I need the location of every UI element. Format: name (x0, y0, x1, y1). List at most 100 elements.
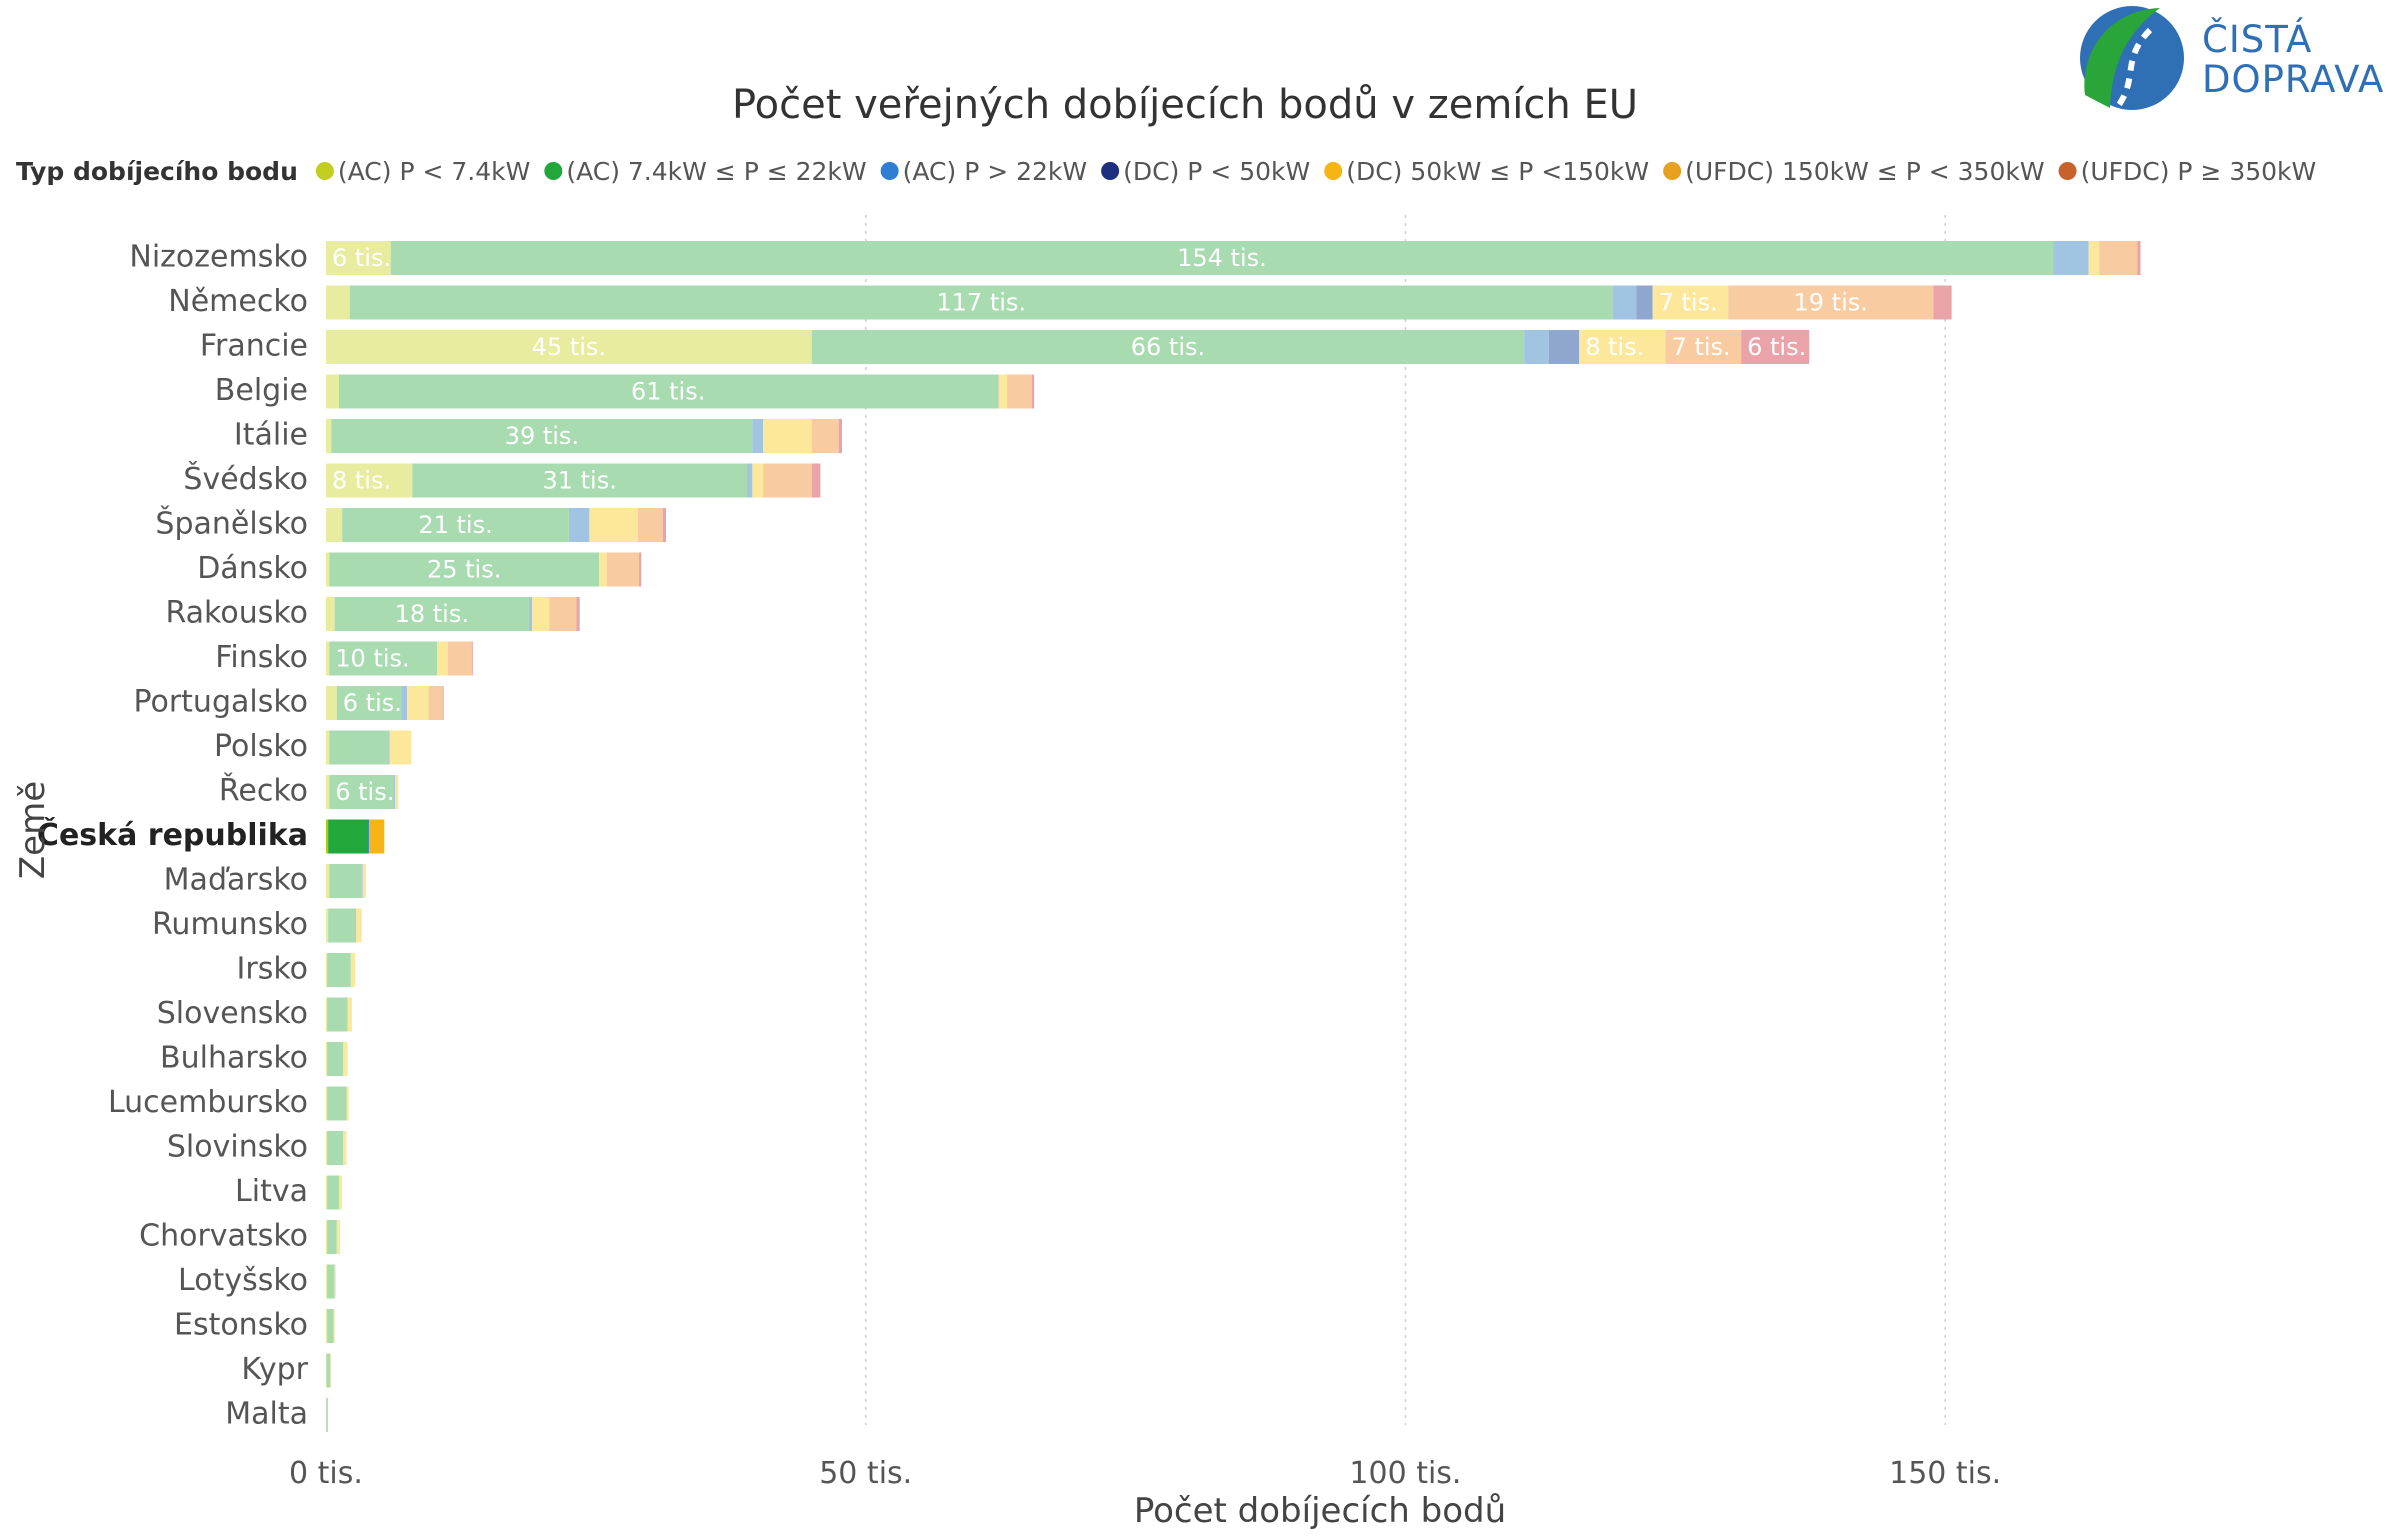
legend-entry-1: (AC) P < 7.4kW (338, 157, 530, 186)
bar-segment (390, 241, 2054, 275)
bar-row (326, 730, 412, 765)
bar-segment (406, 686, 429, 720)
legend-title: Typ dobíjecího bodu (16, 157, 298, 186)
bar-segment (369, 819, 385, 854)
category-label: Kypr (241, 1352, 308, 1387)
bar-segment (326, 597, 335, 631)
bar-segment (327, 1086, 347, 1121)
bar-row: 6 tis. (326, 686, 444, 720)
x-axis-title: Počet dobíjecích bodů (1134, 1491, 1506, 1531)
category-label: Rumunsko (152, 907, 308, 942)
x-tick-label: 50 tis. (819, 1456, 912, 1491)
bar-row: 6 tis. (326, 775, 399, 809)
bar-segment (998, 374, 1008, 409)
bar-segment (361, 864, 363, 898)
bar-segment (1579, 330, 1666, 364)
bar-segment (811, 330, 1525, 364)
bar-segment (639, 552, 642, 587)
bar-segment (326, 1220, 328, 1254)
bar-segment (342, 508, 569, 542)
bar-segment (343, 1131, 347, 1165)
bar-row (326, 997, 352, 1032)
data-label: 31 tis. (542, 467, 616, 495)
bar-segment (334, 597, 529, 631)
bar-segment (328, 819, 369, 854)
bar-segment (763, 419, 812, 453)
bar-segment (326, 953, 328, 987)
gridlines (864, 215, 1946, 1425)
category-label: Řecko (219, 773, 308, 809)
bar-segment (326, 641, 330, 676)
bar-row: 25 tis. (326, 552, 642, 587)
bar-segment (589, 508, 638, 542)
bar-segment (368, 819, 370, 854)
bar-segment (328, 908, 356, 943)
category-label: Bulharsko (160, 1041, 308, 1076)
category-label: Česká republika (37, 816, 308, 853)
bar-segment (752, 419, 764, 453)
bar-segment (326, 1086, 328, 1121)
bar-segment (599, 552, 607, 587)
bar-segment (1007, 374, 1032, 409)
legend-marker-3 (880, 162, 899, 180)
bar-segment (327, 1309, 334, 1343)
bar-segment (327, 1220, 337, 1254)
category-label: Malta (225, 1397, 308, 1432)
data-label: 7 tis. (1672, 333, 1731, 361)
bar-segment (333, 1309, 335, 1343)
bar-segment (437, 641, 448, 676)
bar-row: 18 tis. (326, 597, 580, 631)
bar-segment (326, 1353, 327, 1388)
bar-segment (395, 775, 399, 809)
bar-segment (334, 1264, 336, 1299)
bar-segment (336, 686, 402, 720)
data-label: 10 tis. (335, 645, 409, 673)
logo-road-icon (2112, 27, 2153, 112)
category-label: Francie (200, 329, 308, 364)
bar-row: 21 tis. (326, 508, 667, 542)
bars: 6 tis. 154 tis. 117 tis. 7 tis. 19 tis. 45 ti… (326, 241, 2141, 1432)
category-labels: Nizozemsko Německo Francie Belgie Itálie Švéd… (37, 240, 309, 1432)
bar-segment (326, 908, 329, 943)
bar-segment (1636, 285, 1653, 320)
bar-segment (532, 597, 550, 631)
bar-segment (746, 463, 753, 498)
data-label: 6 tis. (335, 778, 394, 806)
bar-segment (356, 908, 362, 943)
bar-segment (326, 864, 330, 898)
data-label: 7 tis. (1659, 289, 1718, 317)
data-label: 6 tis. (343, 689, 402, 717)
bar-segment (428, 686, 443, 720)
bar-segment (347, 997, 352, 1032)
bar-segment (1933, 285, 1952, 320)
bar-segment (388, 730, 390, 765)
bar-row (326, 908, 362, 943)
bar-segment (336, 1220, 341, 1254)
x-ticks: 0 tis. 50 tis. 100 tis. 150 tis. (289, 1456, 2001, 1491)
bar-segment (326, 374, 339, 409)
bar-segment (326, 1042, 328, 1076)
data-label: 6 tis. (332, 244, 391, 272)
category-label: Litva (235, 1174, 308, 1209)
bar-segment (326, 508, 343, 542)
bar-segment (394, 775, 396, 809)
legend-entry-3: (AC) P > 22kW (903, 157, 1088, 186)
category-label: Rakousko (165, 596, 308, 631)
legend-marker-7 (2058, 162, 2077, 180)
category-label: Nizozemsko (129, 240, 308, 275)
bar-segment (2137, 241, 2141, 275)
data-label: 66 tis. (1131, 333, 1205, 361)
data-label: 39 tis. (505, 422, 579, 450)
bar-row (326, 1220, 341, 1254)
category-label: Švédsko (183, 460, 308, 497)
bar-segment (326, 552, 330, 587)
category-label: Lotyšsko (178, 1263, 308, 1298)
data-label: 18 tis. (395, 600, 469, 628)
bar-segment (326, 730, 330, 765)
bar-segment (326, 819, 329, 854)
category-label: Irsko (237, 952, 308, 987)
bar-row: 117 tis. 7 tis. 19 tis. (326, 285, 1952, 320)
bar-row (326, 1131, 347, 1165)
category-label: Německo (168, 284, 308, 319)
x-tick-label: 150 tis. (1889, 1456, 2001, 1491)
